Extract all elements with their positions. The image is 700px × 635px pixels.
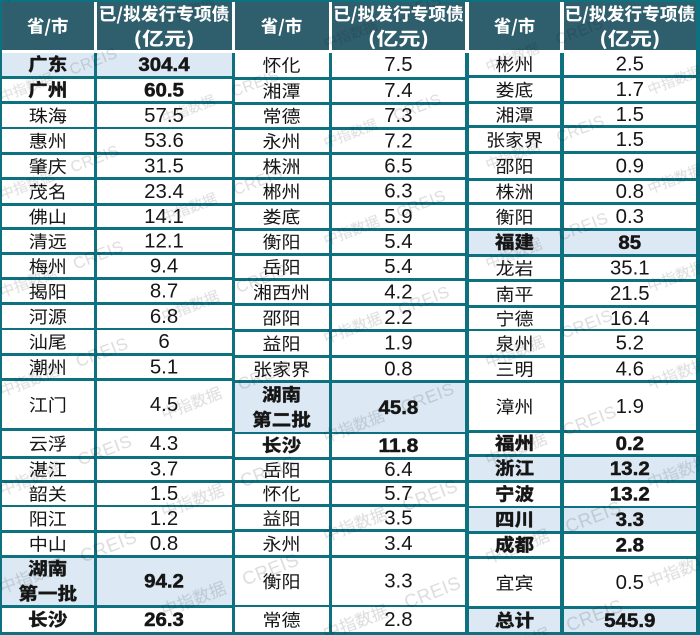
svg-text:5.4: 5.4	[384, 256, 412, 278]
svg-text:3.7: 3.7	[150, 459, 178, 481]
svg-text:CREIS: CREIS	[231, 165, 285, 199]
svg-text:CREIS: CREIS	[71, 238, 127, 274]
svg-text:7.5: 7.5	[384, 54, 412, 76]
svg-text:5.9: 5.9	[384, 206, 412, 228]
svg-text:94.2: 94.2	[144, 572, 184, 593]
svg-text:CREIS: CREIS	[67, 45, 120, 79]
svg-text:1.2: 1.2	[150, 508, 178, 530]
svg-text:45.8: 45.8	[379, 398, 419, 419]
svg-text:1.7: 1.7	[616, 79, 644, 101]
svg-text:CREIS: CREIS	[239, 549, 302, 590]
svg-text:CREIS: CREIS	[556, 209, 611, 245]
svg-text:3.5: 3.5	[384, 508, 412, 530]
svg-text:23.4: 23.4	[144, 181, 184, 203]
svg-text:26.3: 26.3	[144, 610, 184, 631]
svg-text:21.5: 21.5	[610, 283, 650, 305]
svg-text:1.9: 1.9	[616, 396, 644, 418]
svg-text:1.5: 1.5	[616, 104, 644, 126]
svg-text:57.5: 57.5	[144, 105, 184, 127]
svg-text:4.3: 4.3	[150, 433, 178, 455]
svg-text:0.9: 0.9	[616, 155, 644, 177]
svg-text:9.4: 9.4	[150, 256, 178, 278]
svg-text:6.4: 6.4	[384, 459, 412, 481]
svg-text:0.8: 0.8	[384, 358, 412, 380]
svg-text:16.4: 16.4	[610, 308, 650, 330]
svg-text:304.4: 304.4	[138, 55, 189, 76]
svg-text:2.8: 2.8	[616, 535, 645, 556]
svg-text:1.9: 1.9	[384, 333, 412, 355]
svg-text:0.2: 0.2	[616, 434, 644, 455]
svg-text:CREIS: CREIS	[77, 526, 140, 567]
svg-text:12.1: 12.1	[144, 231, 184, 253]
svg-text:6.3: 6.3	[384, 181, 412, 203]
svg-text:6.8: 6.8	[150, 306, 178, 328]
svg-text:0.8: 0.8	[616, 181, 644, 203]
svg-text:5.7: 5.7	[384, 483, 412, 505]
svg-text:0.5: 0.5	[616, 572, 644, 594]
svg-text:35.1: 35.1	[610, 257, 650, 279]
svg-text:1.5: 1.5	[616, 129, 644, 151]
svg-text:CREIS: CREIS	[68, 142, 122, 176]
svg-text:13.2: 13.2	[610, 459, 650, 480]
svg-text:4.6: 4.6	[616, 358, 644, 380]
svg-text:8.7: 8.7	[150, 281, 178, 303]
svg-text:5.4: 5.4	[384, 231, 412, 253]
svg-text:CREIS: CREIS	[560, 401, 620, 440]
svg-text:53.6: 53.6	[144, 130, 184, 152]
svg-text:11.8: 11.8	[379, 436, 419, 457]
svg-text:CREIS: CREIS	[73, 334, 131, 371]
svg-text:4.5: 4.5	[150, 394, 178, 416]
svg-text:85: 85	[618, 233, 641, 254]
svg-text:5.1: 5.1	[150, 356, 178, 378]
svg-text:CREIS: CREIS	[238, 452, 299, 491]
svg-text:2.2: 2.2	[384, 307, 412, 329]
svg-text:13.2: 13.2	[610, 485, 650, 506]
svg-text:7.2: 7.2	[384, 130, 412, 152]
svg-text:60.5: 60.5	[144, 81, 184, 102]
svg-text:31.5: 31.5	[144, 156, 184, 178]
svg-text:CREIS: CREIS	[558, 306, 615, 343]
svg-text:0.8: 0.8	[150, 533, 178, 555]
svg-text:2.5: 2.5	[616, 53, 644, 75]
svg-text:3.4: 3.4	[384, 533, 412, 555]
svg-text:CREIS: CREIS	[554, 113, 607, 147]
svg-text:CREIS: CREIS	[75, 431, 135, 470]
svg-text:5.2: 5.2	[616, 333, 644, 355]
svg-text:0.3: 0.3	[616, 206, 644, 228]
svg-text:7.3: 7.3	[384, 105, 412, 127]
svg-text:3.3: 3.3	[616, 510, 645, 531]
svg-text:545.9: 545.9	[604, 611, 655, 632]
svg-text:14.1: 14.1	[144, 206, 184, 228]
svg-text:6: 6	[158, 331, 169, 353]
svg-text:6.5: 6.5	[384, 156, 412, 178]
svg-text:4.2: 4.2	[384, 282, 412, 304]
svg-text:1.5: 1.5	[150, 483, 178, 505]
svg-text:CREIS: CREIS	[229, 0, 282, 3]
svg-text:3.3: 3.3	[384, 571, 412, 593]
svg-text:2.8: 2.8	[384, 609, 412, 631]
svg-text:7.4: 7.4	[384, 80, 412, 102]
